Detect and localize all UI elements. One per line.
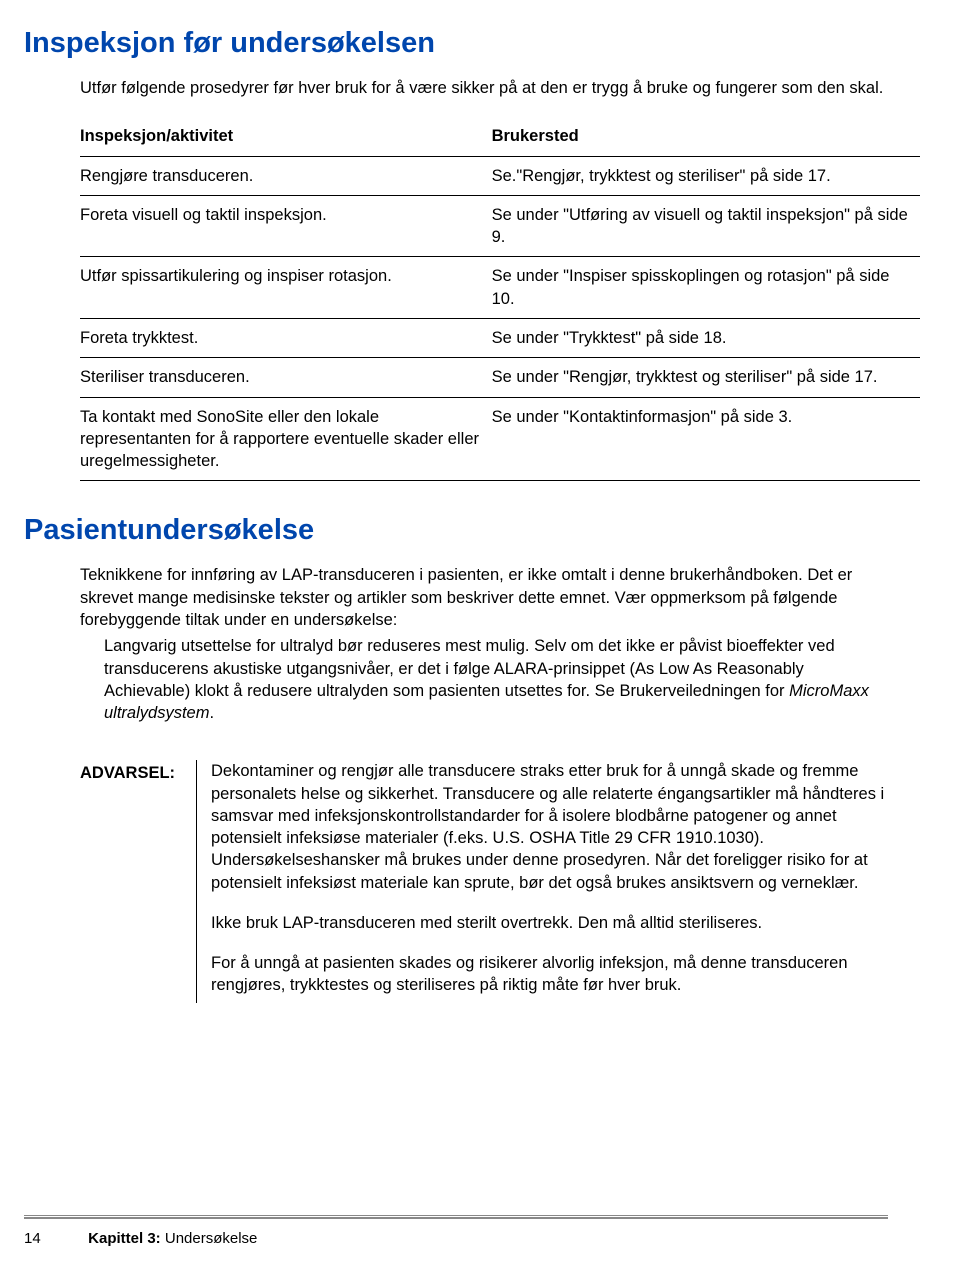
table-cell: Se under "Trykktest" på side 18. [492, 319, 920, 358]
table-cell: Foreta visuell og taktil inspeksjon. [80, 195, 492, 257]
table-row: Foreta visuell og taktil inspeksjon. Se … [80, 195, 920, 257]
inspection-table: Inspeksjon/aktivitet Brukersted Rengjøre… [80, 117, 920, 481]
chapter-title: Undersøkelse [161, 1230, 258, 1247]
warning-paragraph-1: Dekontaminer og rengjør alle transducere… [211, 760, 888, 894]
table-cell: Ta kontakt med SonoSite eller den lokale… [80, 397, 492, 481]
footer-rule [24, 1215, 888, 1219]
warning-body: Dekontaminer og rengjør alle transducere… [196, 760, 888, 1002]
table-cell: Rengjøre transduceren. [80, 156, 492, 195]
table-cell: Foreta trykktest. [80, 319, 492, 358]
table-header-activity: Inspeksjon/aktivitet [80, 117, 492, 156]
table-cell: Se under "Inspiser spisskoplingen og rot… [492, 257, 920, 319]
warning-paragraph-3: For å unngå at pasienten skades og risik… [211, 952, 888, 997]
patient-exam-subparagraph: Langvarig utsettelse for ultralyd bør re… [104, 635, 888, 724]
table-cell: Se."Rengjør, trykktest og steriliser" på… [492, 156, 920, 195]
patient-exam-paragraph: Teknikkene for innføring av LAP-transduc… [80, 564, 888, 631]
table-cell: Utfør spissartikulering og inspiser rota… [80, 257, 492, 319]
chapter-label: Kapittel 3: [88, 1230, 161, 1247]
table-row: Steriliser transduceren. Se under "Rengj… [80, 358, 920, 397]
heading-patient-exam: Pasientundersøkelse [24, 511, 888, 550]
intro-paragraph: Utfør følgende prosedyrer før hver bruk … [80, 77, 888, 99]
warning-block: ADVARSEL: Dekontaminer og rengjør alle t… [80, 760, 888, 1002]
table-header-location: Brukersted [492, 117, 920, 156]
warning-label: ADVARSEL: [80, 760, 196, 784]
table-row: Foreta trykktest. Se under "Trykktest" p… [80, 319, 920, 358]
heading-inspection: Inspeksjon før undersøkelsen [24, 24, 888, 63]
table-row: Rengjøre transduceren. Se."Rengjør, tryk… [80, 156, 920, 195]
table-row: Ta kontakt med SonoSite eller den lokale… [80, 397, 920, 481]
table-cell: Se under "Kontaktinformasjon" på side 3. [492, 397, 920, 481]
warning-paragraph-2: Ikke bruk LAP-transduceren med sterilt o… [211, 912, 888, 934]
table-cell: Se under "Utføring av visuell og taktil … [492, 195, 920, 257]
page-footer: 14 Kapittel 3: Undersøkelse [24, 1215, 888, 1249]
table-cell: Steriliser transduceren. [80, 358, 492, 397]
table-row: Utfør spissartikulering og inspiser rota… [80, 257, 920, 319]
page-number: 14 [24, 1229, 84, 1249]
sub-text-c: . [209, 704, 214, 722]
sub-text-a: Langvarig utsettelse for ultralyd bør re… [104, 637, 835, 700]
table-cell: Se under "Rengjør, trykktest og sterilis… [492, 358, 920, 397]
